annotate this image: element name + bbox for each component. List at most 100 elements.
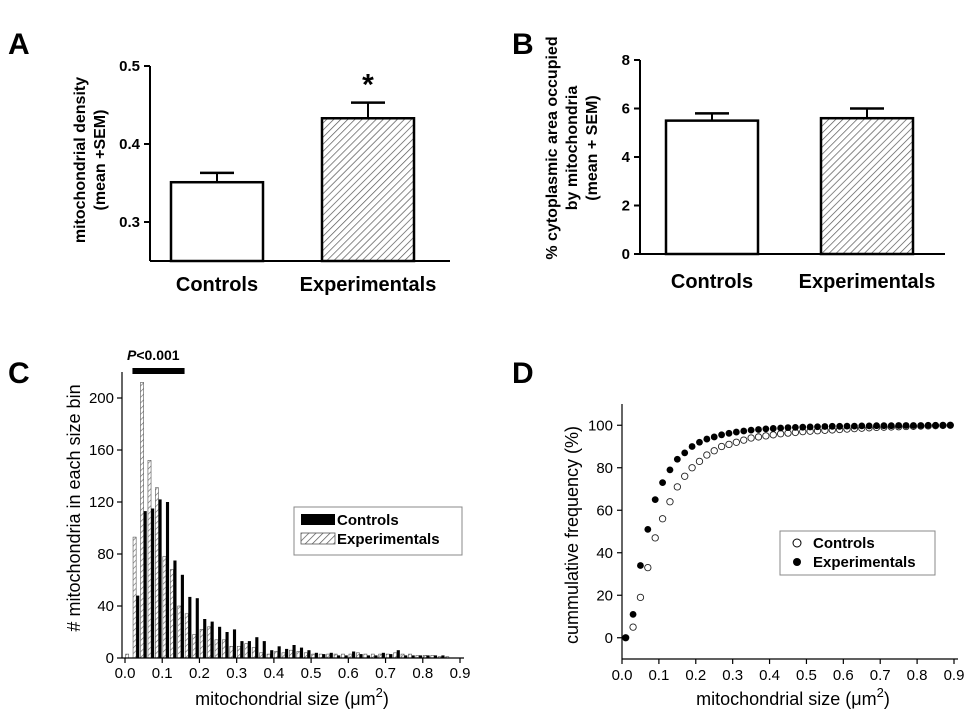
- panel-b-ylabel-line-3: (mean + SEM): [584, 95, 601, 200]
- point-experimentals: [895, 422, 903, 429]
- bar-experimentals: [819, 116, 915, 256]
- panel-d-legend: Controls Experimentals: [779, 530, 936, 576]
- point-controls: [776, 430, 785, 438]
- panel-c-xticks: 0.0 0.1 0.2 0.3 0.4 0.5 0.6 0.7 0.8 0.9: [115, 658, 470, 682]
- point-controls: [688, 464, 696, 472]
- legend-label-controls: Controls: [813, 535, 875, 552]
- xtick-label: 0.8: [412, 665, 433, 682]
- point-controls: [636, 593, 645, 602]
- category-label: Controls: [176, 274, 258, 296]
- point-controls: [747, 434, 755, 442]
- bar-controls: [240, 641, 244, 658]
- ytick-label: 120: [89, 494, 114, 511]
- panel-d: D cummulative frequency (%) mitochondria…: [512, 357, 964, 709]
- panel-b-yticks: 0 2 4 6 8: [622, 52, 640, 263]
- point-experimentals: [806, 423, 814, 431]
- xtick-label: 0.5: [796, 667, 817, 684]
- xtick-label: 0.1: [152, 665, 173, 682]
- bar-controls: [299, 647, 304, 658]
- xtick-label: 0.7: [870, 667, 891, 684]
- bar-experimentals: [244, 643, 249, 659]
- panel-a-ylabel-line-2: (mean +SEM): [92, 110, 109, 211]
- point-experimentals: [651, 496, 659, 504]
- bar-experimentals: [140, 382, 144, 659]
- xtick-label: 0.0: [612, 667, 633, 684]
- bar-controls: [173, 560, 177, 658]
- point-experimentals: [932, 421, 939, 429]
- point-experimentals: [762, 425, 770, 433]
- bar-controls: [396, 650, 400, 658]
- point-experimentals: [673, 455, 681, 463]
- xtick-label: 0.8: [907, 667, 928, 684]
- xtick-label: 0.4: [263, 665, 284, 682]
- bar-controls: [426, 655, 430, 658]
- legend-marker-experimentals: [793, 558, 801, 566]
- bar-experimentals: [251, 647, 256, 659]
- ytick-label: 0.5: [119, 58, 140, 75]
- point-experimentals: [777, 424, 785, 432]
- point-experimentals: [747, 426, 755, 434]
- bar-controls: [322, 654, 326, 658]
- bar-controls: [314, 652, 318, 658]
- point-experimentals: [769, 425, 777, 432]
- panel-b-ylabel: % cytoplasmic area occupied by mitochond…: [544, 36, 601, 259]
- panel-b-bars: [664, 107, 915, 256]
- category-label: Experimentals: [300, 274, 437, 296]
- panel-b-categories: Controls Experimentals: [671, 271, 935, 293]
- bar-experimentals: [236, 645, 241, 659]
- point-experimentals: [718, 431, 725, 439]
- legend-box: [779, 530, 936, 576]
- bar-experimentals: [169, 569, 174, 659]
- ytick-label: 0.4: [119, 136, 141, 153]
- point-experimentals: [814, 423, 821, 431]
- point-experimentals: [629, 610, 637, 618]
- bar-controls: [381, 652, 385, 658]
- bar-experimentals: [259, 652, 264, 659]
- point-controls: [710, 447, 718, 455]
- ytick-label: 80: [596, 460, 613, 477]
- bar-experimentals: [207, 626, 211, 659]
- bar-controls: [404, 655, 408, 658]
- bar-controls: [232, 629, 237, 658]
- bar-controls: [151, 508, 155, 658]
- point-experimentals: [622, 634, 630, 642]
- bar-experimentals: [320, 117, 416, 263]
- bar-controls: [337, 655, 341, 658]
- bar-controls: [292, 645, 296, 658]
- point-controls: [629, 623, 637, 631]
- point-experimentals: [725, 429, 733, 437]
- bar-experimentals: [162, 556, 167, 659]
- panel-c-significance: P<0.001: [127, 347, 185, 374]
- ytick-label: 100: [588, 417, 613, 434]
- point-experimentals: [784, 424, 792, 431]
- point-experimentals: [858, 422, 866, 430]
- bar-controls: [195, 598, 199, 658]
- bar-experimentals: [303, 652, 308, 659]
- bar-controls: [411, 655, 415, 658]
- panel-label-c: C: [8, 357, 30, 390]
- panel-a-categories: Controls Experimentals: [176, 274, 436, 296]
- xtick-label: 0.4: [759, 667, 780, 684]
- point-experimentals: [659, 479, 666, 487]
- point-experimentals: [917, 422, 925, 429]
- xtick-label: 0.3: [226, 665, 247, 682]
- xtick-label: 0.5: [301, 665, 322, 682]
- panel-a-bars: *: [169, 69, 416, 263]
- bar-controls: [277, 646, 281, 658]
- bar-controls: [389, 654, 393, 658]
- panel-c-legend: Controls Experimentals: [293, 506, 463, 556]
- legend-label-controls: Controls: [337, 512, 399, 529]
- xtick-label: 0.1: [648, 667, 669, 684]
- bar-experimentals: [199, 629, 204, 659]
- xtick-label: 0.6: [338, 665, 359, 682]
- ytick-label: 2: [622, 198, 630, 215]
- point-experimentals: [939, 421, 947, 429]
- legend-label-experimentals: Experimentals: [813, 554, 916, 571]
- bar-controls: [188, 596, 192, 658]
- bar-experimentals: [274, 651, 278, 659]
- point-experimentals: [836, 422, 844, 430]
- bar-experimentals: [222, 639, 226, 659]
- panel-c-xlabel: mitochondrial size (μm2): [195, 685, 389, 709]
- point-experimentals: [821, 423, 829, 430]
